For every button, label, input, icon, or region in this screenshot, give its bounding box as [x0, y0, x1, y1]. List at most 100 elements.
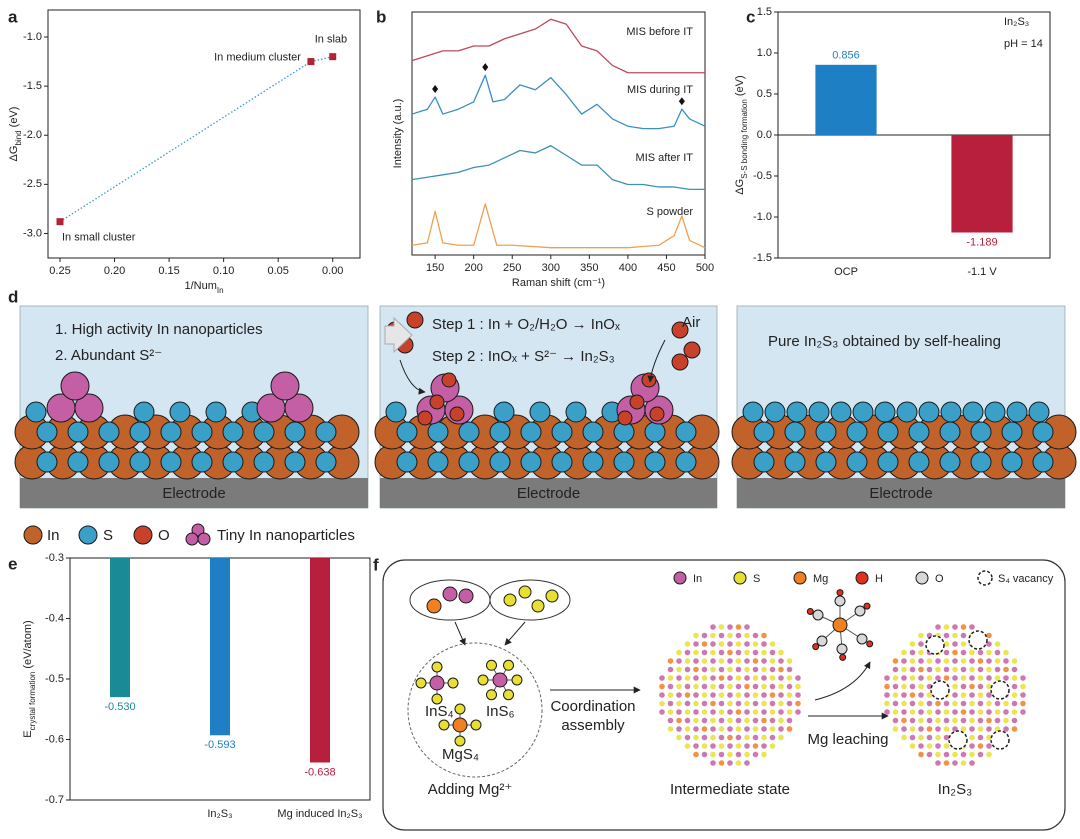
lattice-atom: [735, 675, 742, 681]
s-atom: [222, 451, 244, 473]
s-atom: [458, 451, 480, 473]
lattice-atom: [735, 751, 742, 758]
s-atom: [253, 421, 275, 443]
lattice-atom: [1020, 709, 1026, 715]
y-tick-label: 0.0: [757, 129, 772, 141]
point-label: In small cluster: [62, 232, 136, 244]
lattice-atom: [769, 683, 776, 690]
s-atom: [846, 421, 868, 443]
lattice-atom: [761, 658, 767, 664]
lattice-atom: [952, 760, 958, 766]
lattice-atom: [693, 700, 699, 707]
o-atom: [816, 635, 828, 647]
lattice-atom: [952, 632, 958, 639]
lattice-atom: [1020, 683, 1026, 690]
lattice-atom: [710, 683, 716, 690]
s-atom: [489, 421, 511, 443]
lattice-atom: [744, 734, 750, 741]
lattice-atom: [994, 709, 1001, 715]
lattice-atom: [667, 717, 674, 724]
lattice-atom: [952, 675, 958, 681]
lattice-atom: [977, 666, 984, 673]
lattice-atom: [778, 692, 784, 698]
lattice-atom: [718, 641, 725, 647]
lattice-atom: [727, 709, 733, 715]
lattice-atom: [693, 743, 699, 749]
x-tick-label: OCP: [834, 266, 858, 278]
lattice-atom: [710, 641, 716, 647]
x-tick-label: 400: [619, 262, 637, 274]
lattice-atom: [684, 675, 691, 681]
lattice-atom: [952, 709, 958, 715]
lattice-atom: [769, 717, 776, 724]
y-tick-label: -2.5: [23, 178, 42, 190]
lattice-atom: [1003, 675, 1009, 681]
lattice-atom: [710, 760, 716, 766]
lattice-atom: [994, 649, 1001, 656]
lattice-atom: [969, 700, 975, 707]
s-atom: [454, 703, 466, 715]
lattice-atom: [795, 683, 801, 690]
lattice-atom: [943, 632, 950, 639]
spectrum: [411, 145, 705, 191]
s-atom: [582, 451, 604, 473]
lattice-atom: [727, 641, 733, 647]
note: Pure In₂S₃ obtained by self-healing: [768, 333, 1001, 350]
lattice-atom: [744, 700, 750, 707]
spectrum: [411, 18, 705, 74]
lattice-atom: [960, 700, 967, 707]
lattice-atom: [718, 709, 725, 715]
lattice-atom: [727, 760, 733, 766]
lattice-atom: [918, 632, 924, 639]
legend-label: Mg: [813, 573, 828, 585]
lattice-atom: [718, 666, 725, 673]
lattice-atom: [710, 675, 716, 681]
s-atom: [67, 451, 89, 473]
lattice-atom: [935, 700, 941, 707]
lattice-atom: [727, 743, 733, 749]
lattice-atom: [994, 675, 1001, 681]
lattice-atom: [909, 675, 916, 681]
lattice-atom: [718, 751, 725, 758]
o-atom: [683, 341, 701, 359]
in-atom: [458, 588, 474, 604]
lattice-atom: [892, 675, 899, 681]
lattice-atom: [684, 666, 691, 673]
lattice-atom: [727, 751, 733, 758]
lattice-atom: [684, 726, 691, 732]
lattice-atom: [969, 726, 975, 732]
s-atom: [454, 735, 466, 747]
s-atom: [784, 451, 806, 473]
lattice-atom: [761, 734, 767, 741]
value-label: -0.638: [304, 766, 335, 778]
lattice-atom: [918, 675, 924, 681]
lattice-atom: [977, 726, 984, 732]
o-atom: [429, 394, 445, 410]
o-atom: [629, 394, 645, 410]
s-atom: [36, 421, 58, 443]
label-part: E: [22, 730, 34, 737]
lattice-atom: [943, 666, 950, 673]
lattice-atom: [701, 726, 708, 732]
lattice-atom: [761, 751, 767, 758]
s-atom: [520, 451, 542, 473]
lattice-atom: [676, 734, 682, 741]
lattice-atom: [727, 683, 733, 690]
lattice-atom: [926, 717, 933, 724]
lattice-atom: [744, 675, 750, 681]
center-atom: [492, 672, 508, 688]
lattice-atom: [752, 717, 759, 724]
series-label: MIS before IT: [626, 26, 693, 38]
s-atom: [385, 401, 407, 423]
lattice-atom: [778, 734, 784, 741]
lattice-atom: [676, 700, 682, 707]
s-atom: [284, 421, 306, 443]
y-tick-label: -0.3: [45, 552, 64, 564]
lattice-atom: [769, 649, 776, 656]
y-tick-label: -2.0: [23, 129, 42, 141]
panel-label: a: [8, 7, 18, 26]
lattice-atom: [795, 692, 801, 698]
lattice-atom: [769, 692, 776, 698]
lattice-atom: [676, 717, 682, 724]
lattice-atom: [994, 700, 1001, 707]
